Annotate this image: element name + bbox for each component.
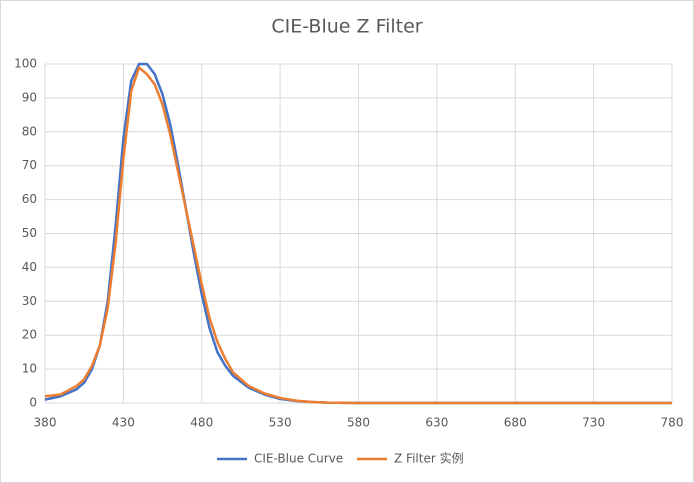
- x-tick-label: 780: [661, 416, 684, 430]
- y-tick-label: 0: [29, 396, 37, 410]
- legend-label: CIE-Blue Curve: [254, 452, 343, 466]
- y-tick-label: 80: [22, 124, 37, 138]
- chart-title: CIE-Blue Z Filter: [271, 16, 422, 38]
- x-tick-label: 380: [34, 416, 57, 430]
- x-tick-label: 730: [582, 416, 605, 430]
- x-tick-label: 430: [112, 416, 135, 430]
- legend-label: Z Filter 实例: [394, 451, 464, 466]
- x-tick-label: 530: [269, 416, 292, 430]
- y-tick-label: 100: [14, 57, 37, 71]
- y-tick-label: 60: [22, 192, 37, 206]
- y-tick-label: 70: [22, 158, 37, 172]
- y-tick-label: 30: [22, 294, 37, 308]
- y-tick-label: 50: [22, 226, 37, 240]
- y-tick-label: 10: [22, 362, 37, 376]
- x-tick-label: 580: [347, 416, 370, 430]
- y-tick-label: 20: [22, 328, 37, 342]
- y-tick-label: 90: [22, 90, 37, 104]
- y-tick-label: 40: [22, 260, 37, 274]
- x-tick-label: 480: [190, 416, 213, 430]
- x-tick-label: 680: [504, 416, 527, 430]
- x-tick-label: 630: [425, 416, 448, 430]
- series-line: [44, 66, 672, 405]
